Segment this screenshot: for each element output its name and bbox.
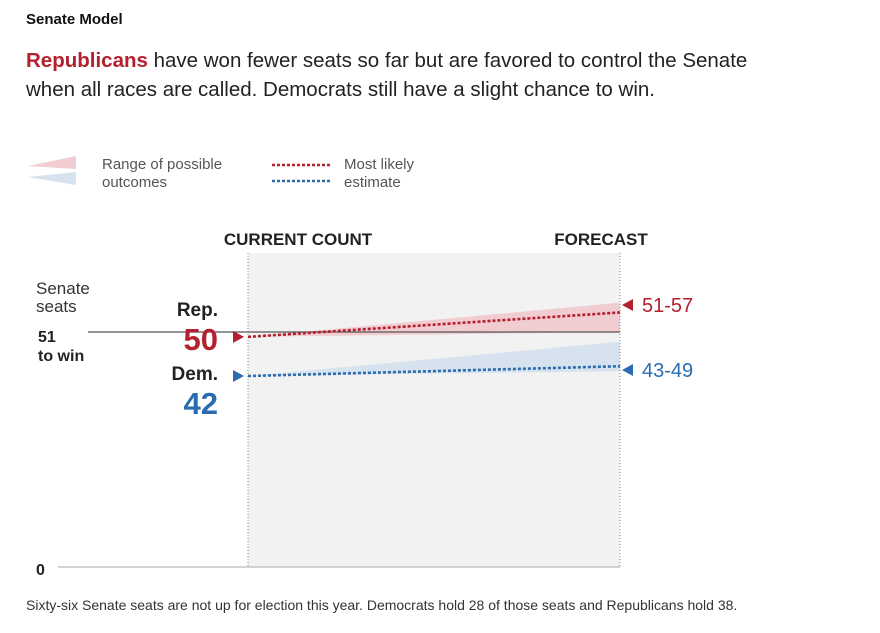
plot-panel-background	[248, 253, 620, 567]
dem-estimate-line	[247, 364, 621, 378]
range-swatch-icon	[28, 156, 76, 185]
threshold-text-label: to win	[38, 348, 84, 365]
threshold-value-label: 51	[38, 329, 56, 346]
dem-party-label: Dem.	[172, 364, 218, 385]
headline-text: have won fewer seats so far but are favo…	[26, 49, 748, 101]
legend: Range of possible outcomes Most likely e…	[28, 155, 448, 195]
chart-headline: Republicans have won fewer seats so far …	[26, 46, 756, 104]
chart-kicker: Senate Model	[26, 11, 123, 28]
legend-range-label: Range of possible outcomes	[102, 156, 223, 191]
legend-estimate-label: Most likely estimate	[344, 156, 415, 191]
rep-forecast-marker	[622, 299, 633, 311]
estimate-line-icon	[272, 163, 332, 183]
current-count-header: CURRENT COUNT	[224, 230, 373, 249]
dem-range-area	[248, 341, 620, 376]
y-axis-label: Senate seats	[36, 279, 90, 316]
zero-tick-label: 0	[36, 562, 45, 579]
rep-party-label: Rep.	[177, 300, 218, 321]
rep-current-value: 50	[184, 322, 218, 357]
rep-range-label: 51-57	[642, 295, 693, 317]
rep-current-marker	[233, 330, 244, 343]
rep-estimate-line	[247, 311, 621, 339]
dem-current-marker	[233, 370, 244, 382]
dem-current-value: 42	[184, 386, 218, 421]
rep-range-area	[248, 302, 620, 337]
forecast-header: FORECAST	[554, 230, 648, 249]
headline-party-highlight: Republicans	[26, 49, 148, 72]
dem-forecast-marker	[622, 364, 633, 376]
dem-range-label: 43-49	[642, 360, 693, 382]
footnote: Sixty-six Senate seats are not up for el…	[26, 597, 738, 613]
